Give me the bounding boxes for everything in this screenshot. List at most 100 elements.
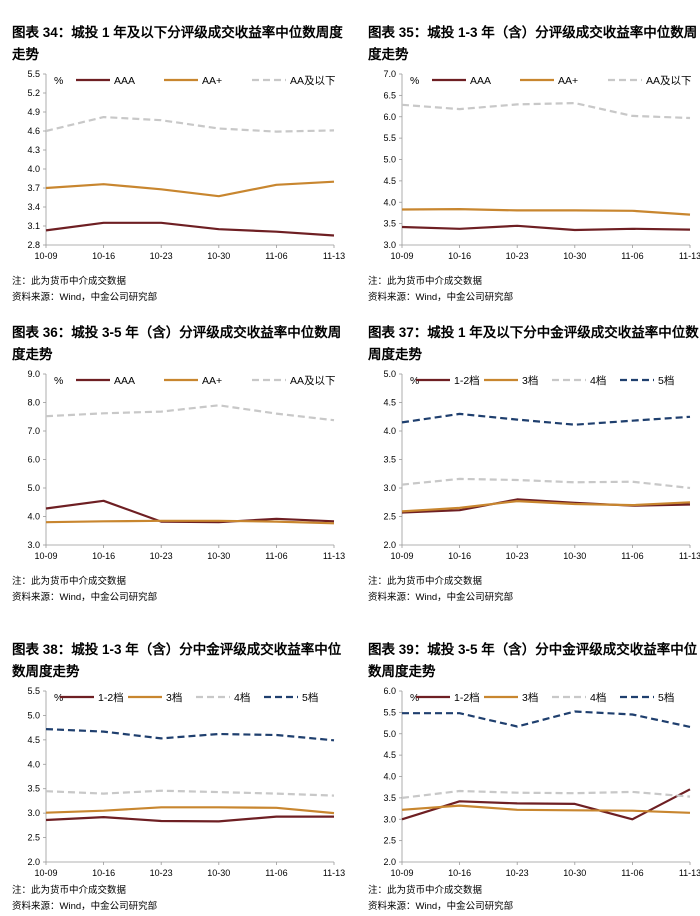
y-tick-label: 4.5: [27, 735, 40, 745]
series-line-aaa: [45, 499, 335, 524]
line-chart-39: 2.0 2.5 3.0 3.5 4.0 4.5 5.0 5.5 6.0 10-09 10-16 10-…: [383, 686, 700, 878]
chart-title: 图表 36：城投 3-5 年（含）分评级成交收益率中位数周度走势: [12, 325, 342, 362]
y-tick-label: 2.5: [27, 833, 40, 843]
x-tick-label: 11-13: [679, 251, 700, 261]
x-tick-label: 10-16: [92, 551, 115, 561]
legend-label-5档: 5档: [302, 691, 318, 704]
x-tick-label: 10-16: [92, 868, 115, 878]
legend-label-aaplus: AA+: [202, 375, 222, 387]
y-tick-label: 6.0: [383, 686, 396, 696]
chart-notes: 注：此为货币中介成交数据 资料来源：Wind，中金公司研究部: [368, 274, 513, 306]
y-tick-label: 4.5: [383, 398, 396, 408]
x-tick-label: 10-09: [34, 251, 57, 261]
x-tick-label: 10-16: [92, 251, 115, 261]
note-text: 注：此为货币中介成交数据: [368, 576, 483, 587]
chart-notes: 注：此为货币中介成交数据 资料来源：Wind，中金公司研究部: [12, 574, 157, 606]
chart-panel-36: 图表 36：城投 3-5 年（含）分评级成交收益率中位数周度走势 3.0 4.0 5…: [12, 322, 347, 612]
y-tick-label: 2.0: [383, 857, 396, 867]
chart-title: 图表 38：城投 1-3 年（含）分中金评级成交收益率中位数周度走势: [12, 642, 342, 679]
source-text: 资料来源：Wind，中金公司研究部: [368, 292, 514, 303]
note-text: 注：此为货币中介成交数据: [12, 276, 127, 287]
y-tick-label: 3.1: [27, 221, 40, 231]
x-tick-label: 10-23: [506, 551, 529, 561]
y-tick-label: 4.0: [27, 759, 40, 769]
legend-label-3档: 3档: [166, 691, 182, 704]
chart-title: 图表 37：城投 1 年及以下分中金评级成交收益率中位数周度走势: [368, 325, 699, 362]
y-tick-label: 3.5: [27, 784, 40, 794]
series-line-4档: [401, 477, 691, 490]
series-line-1-2档: [401, 788, 691, 821]
chart-title: 图表 39：城投 3-5 年（含）分中金评级成交收益率中位数周度走势: [368, 642, 698, 679]
source-text: 资料来源：Wind，中金公司研究部: [368, 901, 514, 912]
y-tick-label: 2.5: [383, 512, 396, 522]
x-tick-label: 10-30: [563, 868, 586, 878]
y-tick-label: 3.0: [383, 240, 396, 250]
series-line-5档: [401, 412, 691, 426]
x-tick-label: 11-13: [679, 868, 700, 878]
legend-label-5档: 5档: [658, 691, 674, 704]
note-text: 注：此为货币中介成交数据: [12, 885, 127, 896]
legend-label-aaa: AAA: [470, 75, 491, 87]
chart-notes: 注：此为货币中介成交数据 资料来源：Wind，中金公司研究部: [12, 883, 157, 915]
y-tick-label: 5.5: [27, 69, 40, 79]
note-text: 注：此为货币中介成交数据: [12, 576, 127, 587]
x-tick-label: 11-13: [323, 868, 345, 878]
legend-label-aaa: AAA: [114, 75, 135, 87]
x-tick-label: 10-09: [390, 551, 413, 561]
y-tick-label: 5.5: [383, 707, 396, 717]
y-tick-label: 4.0: [27, 512, 40, 522]
legend-label-aa及以下: AA及以下: [290, 375, 336, 387]
y-tick-label: 4.0: [27, 164, 40, 174]
y-tick-label: 3.4: [27, 202, 40, 212]
series-line-3档: [401, 500, 691, 513]
y-tick-label: 4.9: [27, 107, 40, 117]
y-tick-label: 3.0: [27, 540, 40, 550]
note-text: 注：此为货币中介成交数据: [368, 885, 483, 896]
x-tick-label: 11-06: [621, 251, 643, 261]
x-tick-label: 10-23: [506, 251, 529, 261]
x-tick-label: 11-06: [265, 551, 287, 561]
x-tick-label: 10-16: [448, 251, 471, 261]
source-text: 资料来源：Wind，中金公司研究部: [12, 901, 158, 912]
legend-label-4档: 4档: [590, 691, 606, 704]
series-line-1-2档: [45, 815, 334, 823]
legend-label-aaa: AAA: [114, 375, 135, 387]
line-chart-38: 2.0 2.5 3.0 3.5 4.0 4.5 5.0 5.5 10-09 10-16 10-23 1…: [27, 686, 345, 878]
series-line-aa及以下: [401, 101, 691, 120]
series-line-aaplus: [401, 208, 691, 216]
series-line-5档: [45, 728, 335, 742]
series-line-aa及以下: [45, 404, 335, 422]
x-tick-label: 11-06: [621, 551, 643, 561]
x-tick-label: 10-09: [390, 868, 413, 878]
y-tick-label: 3.5: [383, 793, 396, 803]
source-text: 资料来源：Wind，中金公司研究部: [12, 592, 158, 603]
y-tick-label: 3.0: [27, 808, 40, 818]
x-tick-label: 10-30: [207, 551, 230, 561]
y-tick-label: 7.0: [383, 69, 396, 79]
chart-panel-37: 图表 37：城投 1 年及以下分中金评级成交收益率中位数周度走势 2.0 2.5 3…: [368, 322, 700, 612]
x-tick-label: 11-06: [265, 251, 287, 261]
x-tick-label: 10-09: [34, 551, 57, 561]
y-unit-label: %: [410, 75, 419, 87]
legend-label-3档: 3档: [522, 374, 538, 387]
chart-title: 图表 35：城投 1-3 年（含）分评级成交收益率中位数周度走势: [368, 25, 698, 62]
chart-panel-35: 图表 35：城投 1-3 年（含）分评级成交收益率中位数周度走势 3.0 3.5 4…: [368, 22, 700, 312]
x-tick-label: 11-13: [323, 551, 345, 561]
y-tick-label: 5.0: [383, 369, 396, 379]
x-tick-label: 10-30: [207, 868, 230, 878]
series-line-4档: [45, 789, 335, 797]
x-tick-label: 10-23: [150, 868, 173, 878]
legend-label-4档: 4档: [234, 691, 250, 704]
chart-notes: 注：此为货币中介成交数据 资料来源：Wind，中金公司研究部: [368, 883, 513, 915]
x-tick-label: 10-23: [506, 868, 529, 878]
y-unit-label: %: [410, 375, 419, 387]
x-tick-label: 10-16: [448, 868, 471, 878]
x-tick-label: 11-13: [323, 251, 345, 261]
line-chart-36: 3.0 4.0 5.0 6.0 7.0 8.0 9.0 10-09 10-16 10-23 10-3…: [27, 369, 345, 561]
y-tick-label: 4.0: [383, 197, 396, 207]
x-tick-label: 11-06: [265, 868, 287, 878]
x-tick-label: 11-06: [621, 868, 643, 878]
legend-label-aa及以下: AA及以下: [646, 75, 692, 87]
y-tick-label: 7.0: [27, 426, 40, 436]
y-tick-label: 4.3: [27, 145, 40, 155]
